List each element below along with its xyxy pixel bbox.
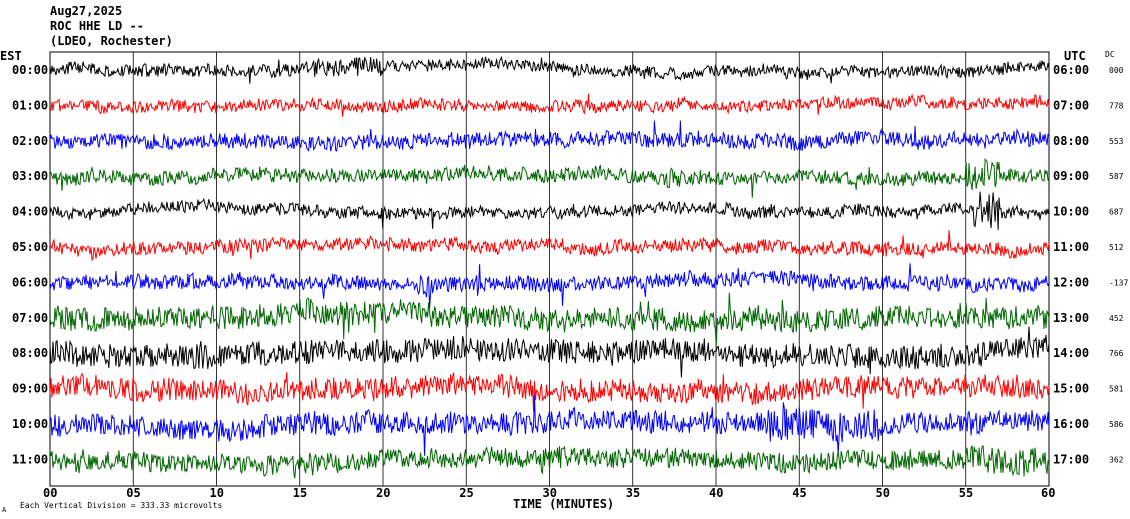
network-label: (LDEO, Rochester) [50, 34, 173, 48]
corner-mark: A [2, 506, 7, 514]
x-tick-label: 25 [459, 486, 473, 500]
utc-hour-label: 17:00 [1053, 452, 1089, 466]
utc-hour-label: 14:00 [1053, 346, 1089, 360]
est-hour-label: 01:00 [12, 98, 48, 112]
est-hour-label: 08:00 [12, 346, 48, 360]
x-axis-title: TIME (MINUTES) [513, 497, 614, 511]
dc-offset-label: 000 [1109, 66, 1124, 75]
utc-hour-label: 16:00 [1053, 417, 1089, 431]
utc-hour-label: 10:00 [1053, 205, 1089, 219]
trace-line [49, 93, 1050, 117]
est-hour-label: 02:00 [12, 134, 48, 148]
trace-line [49, 372, 1050, 412]
dc-offset-label: 512 [1109, 243, 1124, 252]
dc-offset-label: 778 [1109, 101, 1124, 110]
est-hour-label: 10:00 [12, 417, 48, 431]
dc-offset-label: 362 [1109, 455, 1124, 464]
dc-offset-label: 581 [1109, 385, 1124, 394]
dc-header-label: DC [1105, 50, 1115, 59]
est-hour-label: 04:00 [12, 205, 48, 219]
x-tick-label: 35 [626, 486, 640, 500]
x-tick-label: 55 [959, 486, 973, 500]
utc-hour-label: 06:00 [1053, 63, 1089, 77]
utc-hour-label: 09:00 [1053, 169, 1089, 183]
trace-line [49, 444, 1050, 479]
est-hour-label: 00:00 [12, 63, 48, 77]
station-label: ROC HHE LD -- [50, 19, 144, 33]
utc-hour-label: 13:00 [1053, 311, 1089, 325]
x-tick-label: 10 [210, 486, 224, 500]
utc-hour-label: 15:00 [1053, 382, 1089, 396]
est-hour-label: 09:00 [12, 382, 48, 396]
trace-line [49, 326, 1050, 378]
x-tick-label: 50 [876, 486, 890, 500]
utc-hour-label: 08:00 [1053, 134, 1089, 148]
est-hour-label: 06:00 [12, 275, 48, 289]
est-hour-label: 07:00 [12, 311, 48, 325]
trace-line [49, 55, 1050, 84]
trace-line [49, 395, 1050, 456]
dc-offset-label: 587 [1109, 172, 1124, 181]
utc-hour-label: 11:00 [1053, 240, 1089, 254]
x-tick-label: 00 [43, 486, 57, 500]
est-hour-label: 05:00 [12, 240, 48, 254]
dc-offset-label: -137 [1109, 278, 1128, 287]
scale-note: Each Vertical Division = 333.33 microvol… [20, 501, 222, 510]
trace-line [49, 191, 1050, 231]
est-hour-label: 03:00 [12, 169, 48, 183]
date-label: Aug27,2025 [50, 4, 122, 18]
trace-line [49, 158, 1050, 198]
trace-line [49, 263, 1050, 309]
trace-line [49, 230, 1050, 262]
dc-offset-label: 586 [1109, 420, 1124, 429]
x-tick-label: 60 [1041, 486, 1055, 500]
trace-line [49, 120, 1050, 152]
est-zone-label: EST [0, 49, 22, 63]
x-tick-group: 00 05 10 15 20 25 30 35 40 45 50 55 60 [43, 486, 1055, 500]
x-tick-label: 15 [293, 486, 307, 500]
x-tick-label: 40 [709, 486, 723, 500]
x-tick-label: 05 [126, 486, 140, 500]
dc-offset-label: 452 [1109, 314, 1124, 323]
utc-hour-label: 12:00 [1053, 275, 1089, 289]
x-tick-label: 30 [543, 486, 557, 500]
x-tick-label: 20 [376, 486, 390, 500]
utc-zone-label: UTC [1064, 49, 1086, 63]
trace-group [49, 55, 1050, 479]
dc-offset-label: 766 [1109, 349, 1124, 358]
est-hour-label: 11:00 [12, 452, 48, 466]
utc-hour-label: 07:00 [1053, 98, 1089, 112]
x-tick-label: 45 [792, 486, 806, 500]
row-label-group: 00:00 06:00 000 01:00 07:00 778 02:00 08:00 553 0… [12, 63, 1128, 466]
dc-offset-label: 553 [1109, 137, 1124, 146]
dc-offset-label: 687 [1109, 208, 1124, 217]
trace-line [49, 292, 1050, 346]
